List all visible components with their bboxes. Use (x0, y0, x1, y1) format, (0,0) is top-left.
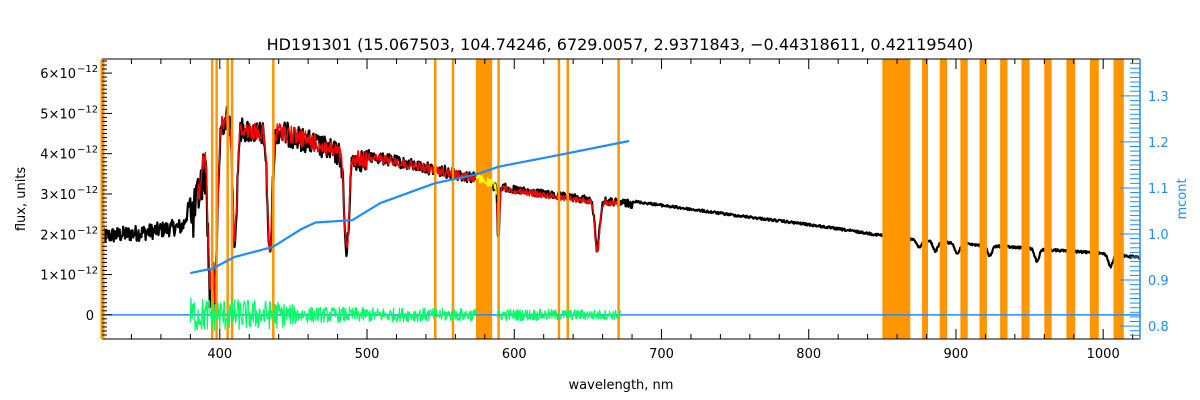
mask-band (272, 59, 275, 339)
mask-band (497, 59, 500, 339)
y-tick-label: 4×10 (40, 148, 76, 163)
mask-band (226, 59, 229, 339)
y-tick-label: 5×10 (40, 107, 76, 122)
mask-band (451, 59, 455, 339)
y-tick-label: 3×10 (40, 188, 76, 203)
mcont-line (190, 139, 630, 275)
x-tick-label: 800 (796, 347, 821, 362)
y-tick-exponent: −12 (77, 266, 98, 277)
residual-line (189, 297, 477, 332)
right-y-tick-label: 1.0 (1148, 228, 1169, 243)
right-y-tick-label: 1.3 (1148, 90, 1169, 105)
right-y-tick-label: 0.8 (1148, 320, 1169, 335)
model-spectrum-line (197, 113, 477, 303)
mask-band (1113, 59, 1124, 339)
mask-band (617, 59, 620, 339)
y-tick-label: 1×10 (40, 269, 76, 284)
x-tick-label: 900 (944, 347, 969, 362)
y-tick-exponent: −12 (77, 145, 98, 156)
residual-line (496, 308, 621, 322)
x-axis-label: wavelength, nm (569, 378, 674, 393)
mask-band (960, 59, 968, 339)
mask-band (882, 59, 911, 339)
mask-band (230, 59, 234, 339)
x-tick-label: 1000 (1087, 347, 1120, 362)
mask-band (1000, 59, 1008, 339)
y-tick-exponent: −12 (77, 185, 98, 196)
mask-band (210, 59, 214, 339)
y-tick-label: 0 (86, 309, 94, 324)
y-axis-label: flux, units (14, 167, 29, 232)
mask-band (566, 59, 570, 339)
mask-band (1044, 59, 1052, 339)
y-tick-exponent: −12 (77, 104, 98, 115)
chart-title: HD191301 (15.067503, 104.74246, 6729.005… (267, 35, 974, 54)
plot-area (100, 59, 1141, 339)
mask-band (434, 59, 437, 339)
y-tick-exponent: −12 (77, 64, 98, 75)
mask-band (215, 59, 218, 339)
x-tick-label: 500 (355, 347, 380, 362)
x-tick-label: 700 (649, 347, 674, 362)
mask-band (557, 59, 561, 339)
mask-band (922, 59, 928, 339)
x-tick-label: 400 (207, 347, 232, 362)
y-tick-label: 2×10 (40, 228, 76, 243)
mask-band (1021, 59, 1030, 339)
mask-band (1066, 59, 1076, 339)
mask-band (1089, 59, 1099, 339)
x-tick-label: 600 (502, 347, 527, 362)
mask-band (475, 59, 493, 339)
mask-band (979, 59, 987, 339)
y-tick-label: 6×10 (40, 67, 76, 82)
mask-band (939, 59, 948, 339)
right-y-tick-label: 1.1 (1148, 182, 1169, 197)
masked-model-line (475, 174, 497, 195)
right-y-tick-label: 1.2 (1148, 136, 1169, 151)
right-axis-label: mcont (1175, 178, 1190, 219)
right-y-tick-label: 0.9 (1148, 274, 1169, 289)
y-tick-exponent: −12 (77, 225, 98, 236)
